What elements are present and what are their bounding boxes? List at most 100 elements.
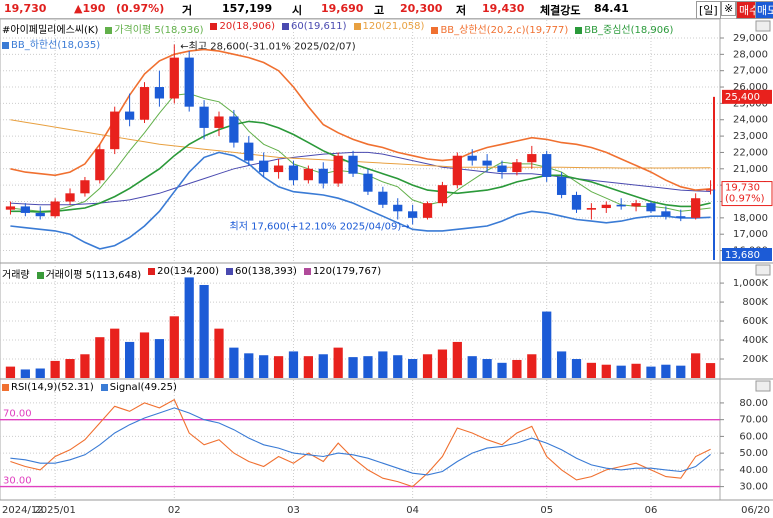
volume-bar — [705, 363, 716, 378]
indicator-line — [10, 407, 711, 476]
volume-bar — [452, 341, 462, 378]
y-tick-label: 1,000K — [733, 278, 769, 289]
legend-swatch — [36, 271, 44, 279]
volume-bar — [139, 332, 150, 378]
candle-body — [288, 165, 299, 181]
y-tick-label: 600K — [742, 316, 768, 327]
legend-swatch — [575, 26, 583, 34]
moving-average-line — [10, 151, 711, 206]
y-tick-label: 23,000 — [733, 131, 768, 142]
candle-body — [65, 193, 75, 202]
sell-button[interactable]: 매도 — [755, 1, 773, 19]
volume-bar — [95, 337, 105, 378]
x-tick-label: 2024/12 — [2, 505, 44, 516]
volume-bar — [214, 328, 224, 378]
panel-button[interactable] — [755, 20, 771, 32]
stat-value: 157,199 — [222, 2, 273, 15]
volume-bar — [363, 356, 373, 378]
volume-bar — [50, 360, 60, 378]
volume-bar — [571, 359, 582, 378]
legend-title: 거래량 — [2, 270, 30, 281]
legend-label: 60(19,611) — [291, 21, 347, 32]
reference-label: 30.00 — [3, 476, 32, 487]
y-tick-label: 30.00 — [739, 482, 768, 493]
legend-swatch — [2, 41, 9, 49]
panel-button[interactable] — [755, 380, 771, 392]
legend: RSI(14,9)(52.31) Signal(49.25) — [2, 382, 717, 393]
legend-label: 60(138,393) — [235, 266, 297, 277]
moving-average-line — [10, 151, 711, 250]
volume-bar — [467, 356, 477, 378]
volume-bar — [482, 359, 492, 378]
y-tick-label: 17,000 — [733, 229, 768, 240]
legend: #아이페밀리에스씨(K) 가격이평 5(18,936) 20(18,906) 60(1… — [2, 21, 717, 51]
moving-average-line — [10, 93, 711, 212]
high-annotation: ←최고 28,600(-31.01% 2025/02/07) — [180, 41, 355, 53]
candle-body — [95, 149, 105, 181]
candle-body — [318, 168, 328, 184]
legend-swatch — [282, 22, 290, 30]
legend-label: 가격이평 5(18,936) — [114, 25, 204, 36]
x-tick-label: 02 — [168, 505, 181, 516]
legend-label: 20(18,906) — [219, 21, 276, 32]
volume-bar — [348, 357, 358, 378]
stat-value: 19,690 — [321, 2, 364, 15]
last-change-label: (0.97%) — [725, 194, 765, 205]
legend-item: BB_하한선(18,035) — [2, 36, 100, 51]
candle-body — [273, 165, 284, 173]
y-tick-label: 60.00 — [739, 431, 768, 442]
volume-bar — [676, 365, 686, 378]
reference-label: 70.00 — [3, 409, 32, 420]
legend-label: RSI(14,9)(52.31) — [11, 382, 94, 393]
volume-bar — [110, 328, 120, 378]
price-change: ▲190 — [74, 2, 106, 15]
stat-value: 19,430 — [482, 2, 525, 15]
x-tick-label: 04 — [406, 505, 419, 516]
legend-item: 가격이평 5(18,936) — [105, 21, 203, 36]
volume-bar — [408, 359, 418, 378]
candle-body — [20, 206, 30, 213]
volume-bar — [80, 354, 90, 378]
legend-item: RSI(14,9)(52.31) — [2, 382, 94, 393]
legend-item: 거래이평 5(113,648) — [36, 266, 141, 281]
candle-body — [110, 111, 120, 150]
y-tick-label: 80.00 — [739, 398, 768, 409]
volume-bar — [184, 277, 194, 378]
candle-body — [154, 87, 165, 99]
candle-body — [467, 155, 477, 161]
y-tick-label: 25,000 — [733, 98, 768, 109]
volume-bar — [601, 364, 611, 378]
y-tick-label: 22,000 — [733, 147, 768, 158]
y-tick-label: 29,000 — [733, 33, 768, 44]
candle-body — [169, 57, 179, 99]
stat-value: 20,300 — [400, 2, 443, 15]
candle-body — [214, 116, 224, 128]
candle-body — [452, 155, 462, 186]
legend-swatch — [303, 267, 311, 275]
candle-body — [378, 191, 388, 205]
legend-swatch — [431, 26, 439, 34]
candle-body — [259, 160, 269, 173]
candle-body — [542, 154, 552, 177]
y-tick-label: 28,000 — [733, 49, 768, 60]
option-button[interactable]: ※ — [721, 1, 737, 16]
panel-button[interactable] — [755, 264, 771, 276]
candle-body — [705, 189, 716, 191]
x-tick-label: 05 — [540, 505, 553, 516]
candle-body — [363, 173, 373, 192]
candle-body — [422, 203, 433, 218]
last-price-label: 19,730 — [725, 183, 760, 194]
legend-item: 60(19,611) — [282, 21, 347, 36]
legend-swatch — [148, 267, 156, 275]
volume-bar — [288, 351, 299, 378]
limit-down-label: 13,680 — [725, 250, 760, 261]
candle-body — [229, 116, 239, 143]
volume-bar — [273, 356, 284, 378]
stat-label: 저 — [456, 4, 467, 17]
volume-bar — [303, 356, 313, 378]
candle-body — [80, 180, 90, 194]
volume-bar — [169, 316, 179, 378]
volume-bar — [437, 349, 448, 378]
